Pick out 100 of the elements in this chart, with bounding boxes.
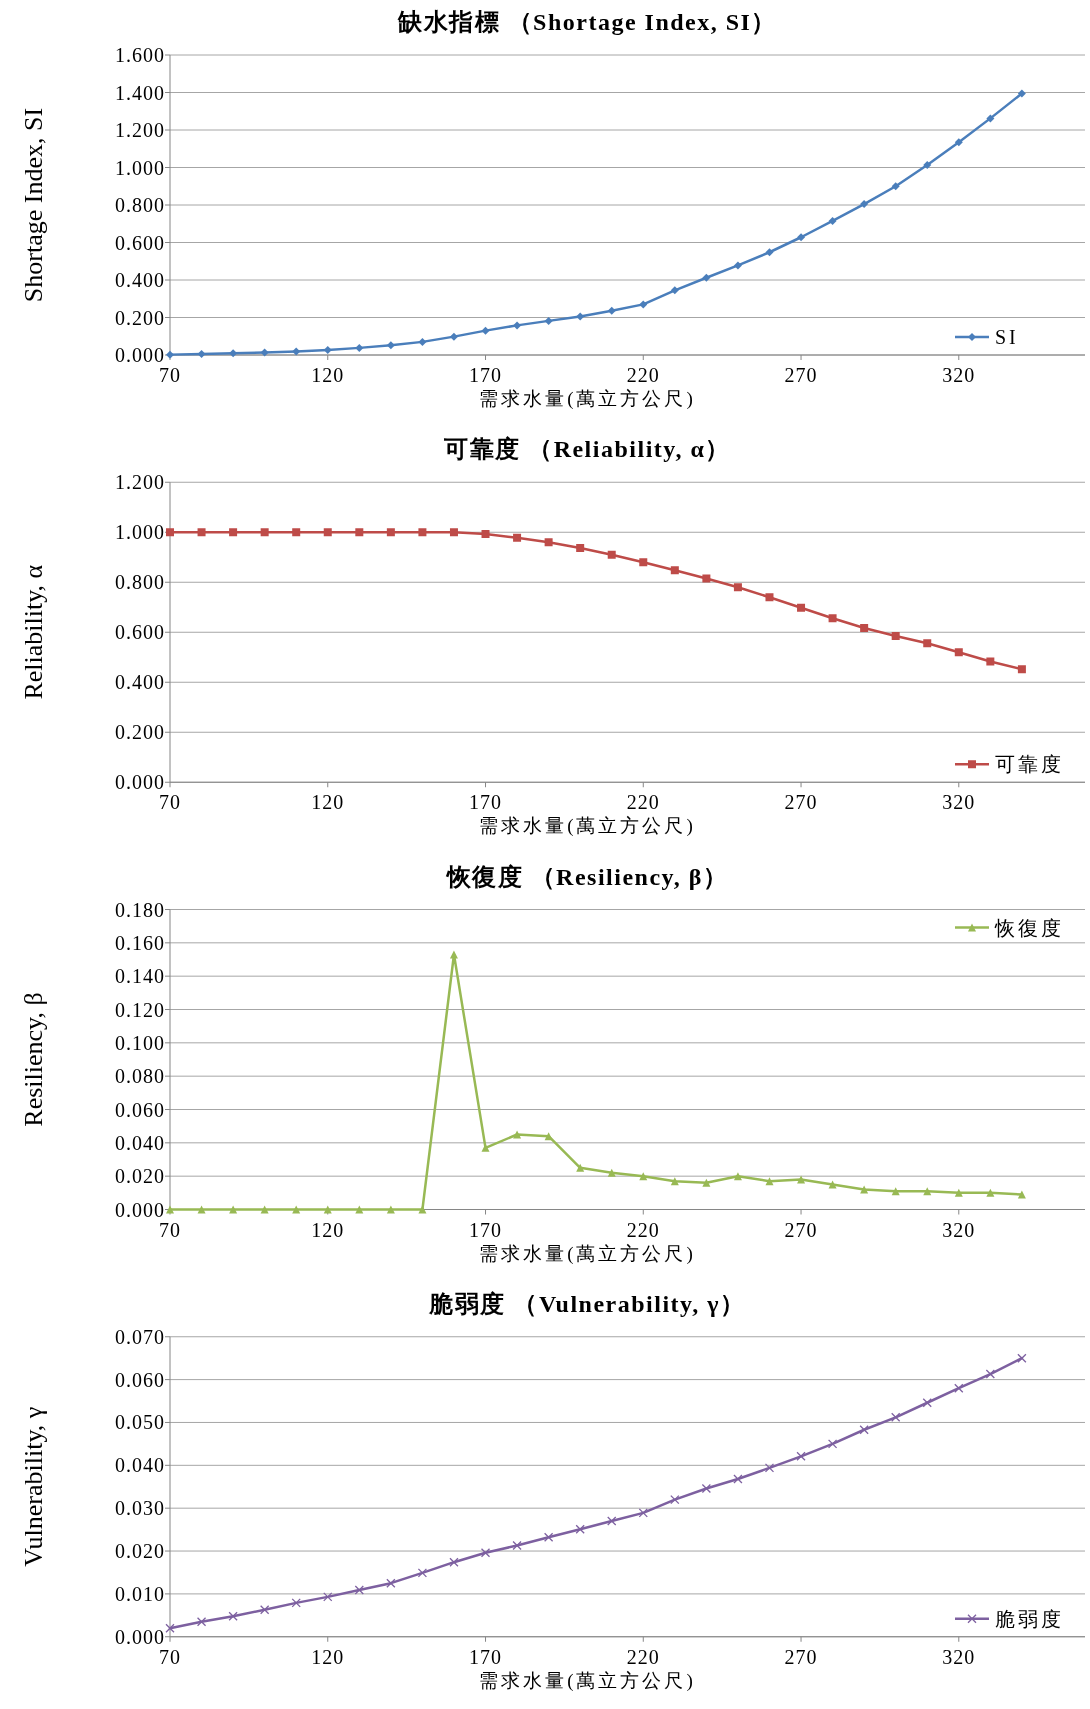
point [1017,89,1026,98]
x-tick-label: 70 [159,1218,181,1241]
x-tick-label: 170 [469,791,503,814]
point [229,528,238,537]
point [323,345,332,354]
x-tick-label: 70 [159,1645,181,1668]
point [576,544,585,552]
x-axis-title: 需求水量(萬立方公尺) [479,815,696,838]
point [607,1168,616,1177]
y-tick-label: 0.000 [115,771,165,794]
point [670,566,679,575]
y-axis-title: Shortage Index, SI [19,107,48,303]
y-tick-label: 0.800 [115,571,165,594]
point [923,161,932,170]
point [828,614,837,623]
point [418,528,427,537]
x-tick-label: 170 [469,1218,503,1241]
y-tick-label: 0.060 [115,1368,165,1391]
x-tick-label: 320 [942,364,976,386]
y-tick-label: 0.000 [115,344,165,366]
point [891,182,900,191]
chart-title: 缺水指標 （Shortage Index, SI） [397,9,777,35]
point [639,558,648,567]
x-tick-label: 220 [626,1645,660,1668]
y-tick-label: 0.200 [115,306,165,329]
y-tick-label: 1.000 [115,521,165,544]
point [386,1205,395,1214]
point [354,1585,364,1595]
point [323,1205,332,1214]
x-tick-label: 270 [784,1645,818,1668]
point [733,1172,742,1181]
y-tick-label: 0.160 [115,931,165,954]
y-tick-label: 0.060 [115,1098,165,1121]
point [639,300,648,309]
point [386,341,395,350]
y-tick-label: 1.200 [115,119,165,141]
chart-title: 恢復度 （Resiliency, β） [444,863,729,890]
point [733,1474,743,1484]
point [228,1611,238,1621]
point [1017,665,1026,674]
x-tick-label: 120 [311,1645,345,1668]
point [418,1205,427,1214]
point [923,639,932,648]
x-tick-label: 320 [942,1645,976,1668]
point [481,326,490,335]
point [797,1175,806,1184]
x-tick-label: 270 [784,791,818,814]
point [576,1163,585,1172]
x-tick-label: 320 [942,791,976,814]
point [827,1439,838,1449]
y-tick-label: 0.000 [115,1625,165,1648]
chart-title: 可靠度 （Reliability, α） [443,436,731,463]
point [544,538,553,547]
x-tick-label: 270 [784,1218,818,1241]
x-axis-title: 需求水量(萬立方公尺) [479,388,696,410]
y-tick-label: 0.800 [115,194,165,216]
point [544,1132,553,1141]
point [828,1180,837,1189]
y-tick-label: 0.140 [115,965,165,988]
point [166,528,174,537]
point [386,1578,396,1588]
y-tick-label: 0.040 [115,1131,165,1154]
point [513,321,522,330]
y-tick-label: 0.400 [115,269,165,291]
point [607,1516,617,1526]
point [638,1508,648,1518]
point [260,528,269,537]
point [481,530,490,538]
point [449,950,458,959]
point [922,1398,932,1408]
y-tick-label: 0.100 [115,1031,165,1054]
x-tick-label: 220 [626,364,660,386]
point [891,1412,901,1422]
point [701,1483,712,1494]
point [954,1188,963,1197]
point [229,1205,238,1214]
x-tick-label: 120 [311,1218,345,1241]
point [165,1623,175,1633]
point [891,632,900,640]
x-tick-label: 220 [626,791,660,814]
point [954,1383,964,1393]
point [765,1177,774,1186]
point [986,657,995,666]
point [859,1425,869,1435]
x-tick-label: 120 [311,364,345,386]
legend-label: 脆弱度 [995,1607,1064,1630]
point [607,306,616,315]
y-tick-label: 0.400 [115,671,165,694]
point [543,1532,554,1542]
point [797,603,806,612]
y-tick-label: 0.050 [115,1411,165,1434]
y-tick-label: 0.020 [115,1165,165,1188]
point [197,350,206,359]
point [323,1592,333,1602]
point [797,233,806,242]
legend-label: SI [995,326,1019,348]
point [1017,1190,1026,1199]
point [355,528,364,537]
x-tick-label: 270 [784,364,818,386]
point [260,1605,270,1615]
